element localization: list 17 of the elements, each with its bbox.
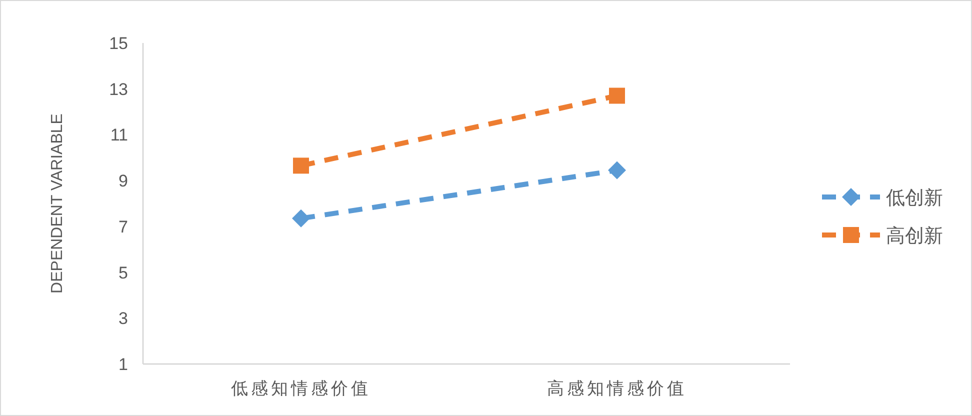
y-axis-title: DEPENDENT VARIABLE — [49, 114, 66, 294]
y-tick-label: 11 — [110, 126, 128, 145]
point — [608, 161, 626, 180]
point — [293, 158, 309, 174]
y-tick-label: 3 — [118, 309, 128, 328]
x-tick-label: 低感知情感价值 — [231, 379, 371, 398]
y-tick-label: 9 — [118, 172, 128, 191]
legend-label: 低创新 — [886, 187, 943, 209]
y-tick-label: 13 — [109, 80, 128, 99]
y-tick-label: 5 — [118, 263, 128, 282]
y-tick-label: 1 — [118, 355, 128, 374]
x-tick-label: 高感知情感价值 — [547, 379, 687, 398]
legend-label: 高创新 — [886, 225, 943, 247]
point — [609, 88, 625, 104]
y-tick-label: 7 — [118, 217, 128, 236]
y-tick-label: 15 — [109, 34, 128, 53]
point — [292, 209, 310, 228]
